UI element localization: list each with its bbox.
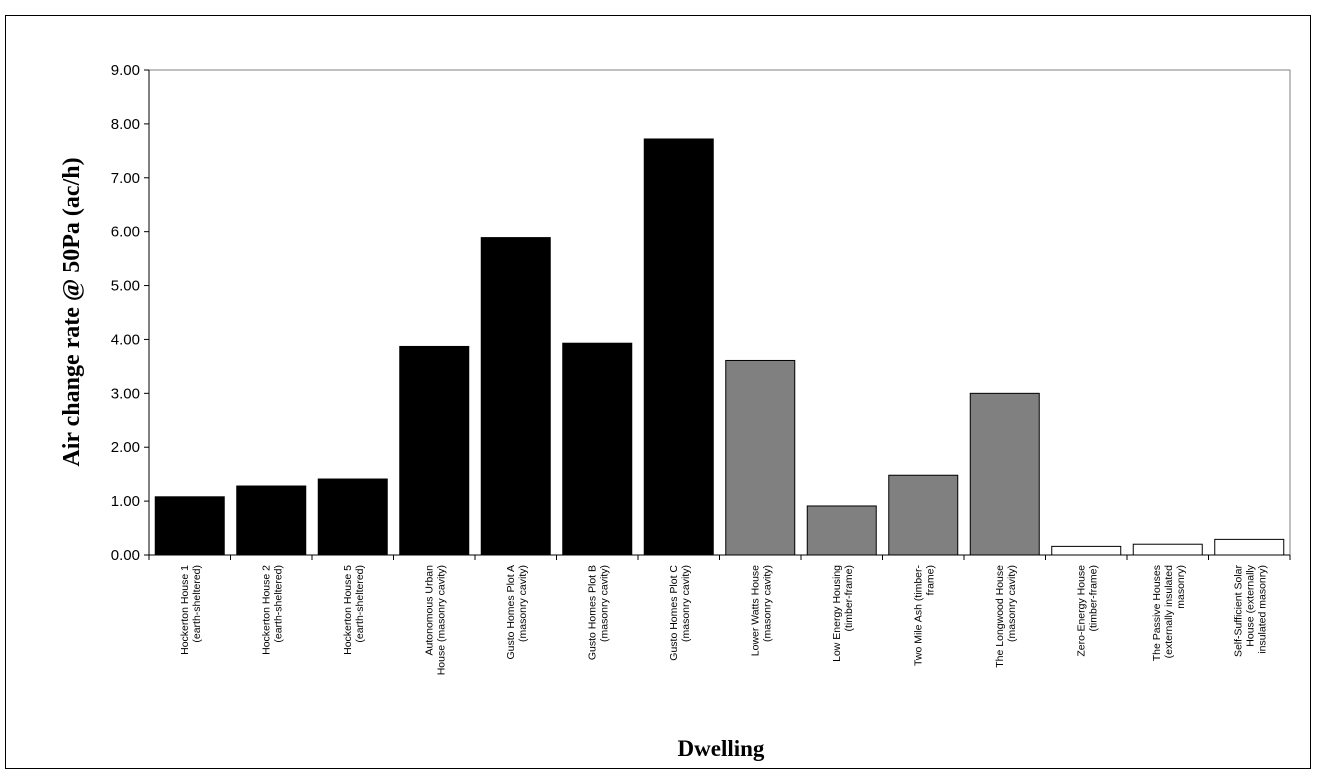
bar (480, 237, 551, 556)
category-label: Gusto Homes Plot C(masonry cavity) (668, 565, 692, 661)
y-tick-label: 5.00 (111, 278, 140, 295)
category-label: Zero-Energy House(timber-frame) (1075, 565, 1099, 657)
bar (806, 505, 877, 556)
x-axis-title: Dwelling (678, 736, 765, 761)
category-label-line: Gusto Homes Plot A (505, 565, 517, 660)
category-label: Hockerton House 5(earth-sheltered) (342, 565, 366, 655)
category-label: The Passive Houses(externally insulatedm… (1151, 565, 1187, 661)
category-label: Autonomous UrbanHouse (masonry cavity) (423, 565, 447, 675)
category-label-line: The Passive Houses (1151, 565, 1163, 661)
bar (317, 478, 388, 556)
category-label-line: (masonry cavity) (517, 565, 529, 642)
category-label-line: Autonomous Urban (423, 565, 435, 656)
bar (1132, 543, 1203, 556)
y-tick-label: 0.00 (111, 547, 140, 564)
category-label-line: (earth-sheltered) (191, 565, 203, 643)
category-label-line: Hockerton House 1 (179, 565, 191, 655)
category-label: Hockerton House 2(earth-sheltered) (260, 565, 284, 655)
bar (1214, 538, 1285, 556)
category-label-line: (masonry cavity) (761, 565, 773, 642)
category-label-line: masonry) (1175, 565, 1187, 609)
y-tick-label: 6.00 (111, 224, 140, 241)
category-label: Hockerton House 1(earth-sheltered) (179, 565, 203, 655)
category-label-line: (earth-sheltered) (354, 565, 366, 643)
category-label-line: House (masonry cavity) (435, 565, 447, 675)
bar (1051, 545, 1122, 556)
plot-border (148, 69, 1291, 556)
category-label-line: (timber-frame) (1087, 565, 1099, 632)
category-label-line: Lower Watts House (749, 565, 761, 656)
category-label-line: Low Energy Housing (831, 565, 843, 662)
category-label-line: (earth-sheltered) (272, 565, 284, 643)
category-label-line: Gusto Homes Plot C (668, 565, 680, 661)
bar (969, 392, 1040, 556)
category-label-line: Two Mile Ash (timber- (912, 565, 924, 666)
y-tick-label: 7.00 (111, 170, 140, 187)
bar (236, 485, 307, 556)
category-label: Gusto Homes Plot A(masonry cavity) (505, 565, 529, 660)
bar (154, 496, 225, 556)
y-tick-label: 2.00 (111, 439, 140, 456)
category-label: Low Energy Housing(timber-frame) (831, 565, 855, 662)
category-label: The Longwood House(masonry cavity) (994, 565, 1018, 668)
y-axis-title: Air change rate @ 50Pa (ac/h) (59, 157, 85, 466)
category-label-line: (masonry cavity) (598, 565, 610, 642)
bar (643, 138, 714, 556)
y-tick-label: 8.00 (111, 116, 140, 133)
category-label-line: (masonry cavity) (1006, 565, 1018, 642)
category-label-line: Zero-Energy House (1075, 565, 1087, 657)
y-tick-label: 9.00 (111, 62, 140, 79)
category-label-line: insulated masonry) (1256, 565, 1268, 654)
bar (888, 474, 959, 556)
y-tick-label: 3.00 (111, 385, 140, 402)
bar (562, 342, 633, 556)
bar (399, 345, 470, 556)
category-label-line: The Longwood House (994, 565, 1006, 668)
category-label-line: Gusto Homes Plot B (586, 565, 598, 660)
category-label: Lower Watts House(masonry cavity) (749, 565, 773, 656)
category-label: Gusto Homes Plot B(masonry cavity) (586, 565, 610, 660)
category-label: Two Mile Ash (timber-frame) (912, 565, 936, 666)
y-tick-label: 1.00 (111, 493, 140, 510)
category-label-line: (masonry cavity) (680, 565, 692, 642)
category-label-line: (timber-frame) (843, 565, 855, 632)
category-label-line: Self-Sufficient Solar (1232, 565, 1244, 658)
category-label-line: Hockerton House 5 (342, 565, 354, 655)
category-label-line: House (externally (1244, 564, 1256, 646)
y-tick-label: 4.00 (111, 331, 140, 348)
bar (725, 359, 796, 556)
category-label-line: frame) (924, 565, 936, 595)
category-label: Self-Sufficient SolarHouse (externallyin… (1232, 564, 1268, 657)
category-label-line: Hockerton House 2 (260, 565, 272, 655)
plot-area: 0.00 1.00 2.00 3.00 4.00 5.00 6.00 7.00 8.00 9.00… (111, 62, 1291, 675)
category-label-line: (externally insulated (1163, 565, 1175, 659)
